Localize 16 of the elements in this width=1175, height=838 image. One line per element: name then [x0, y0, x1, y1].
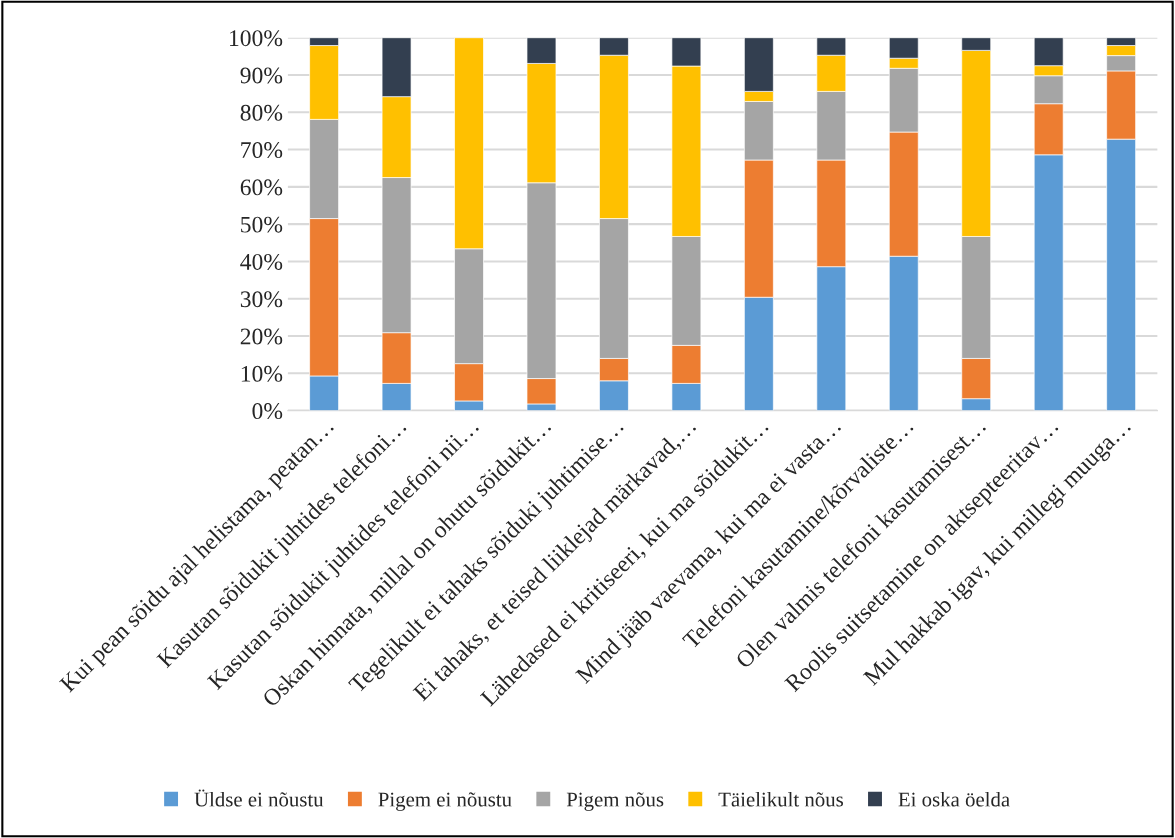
legend-label: Ei oska öelda: [898, 791, 1010, 807]
y-tick-label: 50%: [241, 216, 283, 233]
y-tick-label: 60%: [240, 179, 283, 196]
legend-label: Pigem nõus: [566, 792, 664, 811]
legend-label: Pigem ei nõustu: [378, 792, 512, 811]
legend-label: Üldse ei nõustu: [194, 789, 324, 807]
y-tick-label: 80%: [240, 104, 283, 121]
legend-label: Täielikult nõus: [718, 791, 843, 807]
y-tick-label: 70%: [241, 142, 283, 159]
y-tick-label: 40%: [240, 253, 283, 270]
y-tick-label: 10%: [241, 365, 283, 382]
y-tick-label: 100%: [230, 30, 283, 47]
y-tick-label: 0%: [252, 403, 283, 420]
y-tick-label: 30%: [240, 291, 283, 308]
y-tick-label: 20%: [240, 328, 283, 345]
y-tick-label: 90%: [240, 67, 283, 84]
